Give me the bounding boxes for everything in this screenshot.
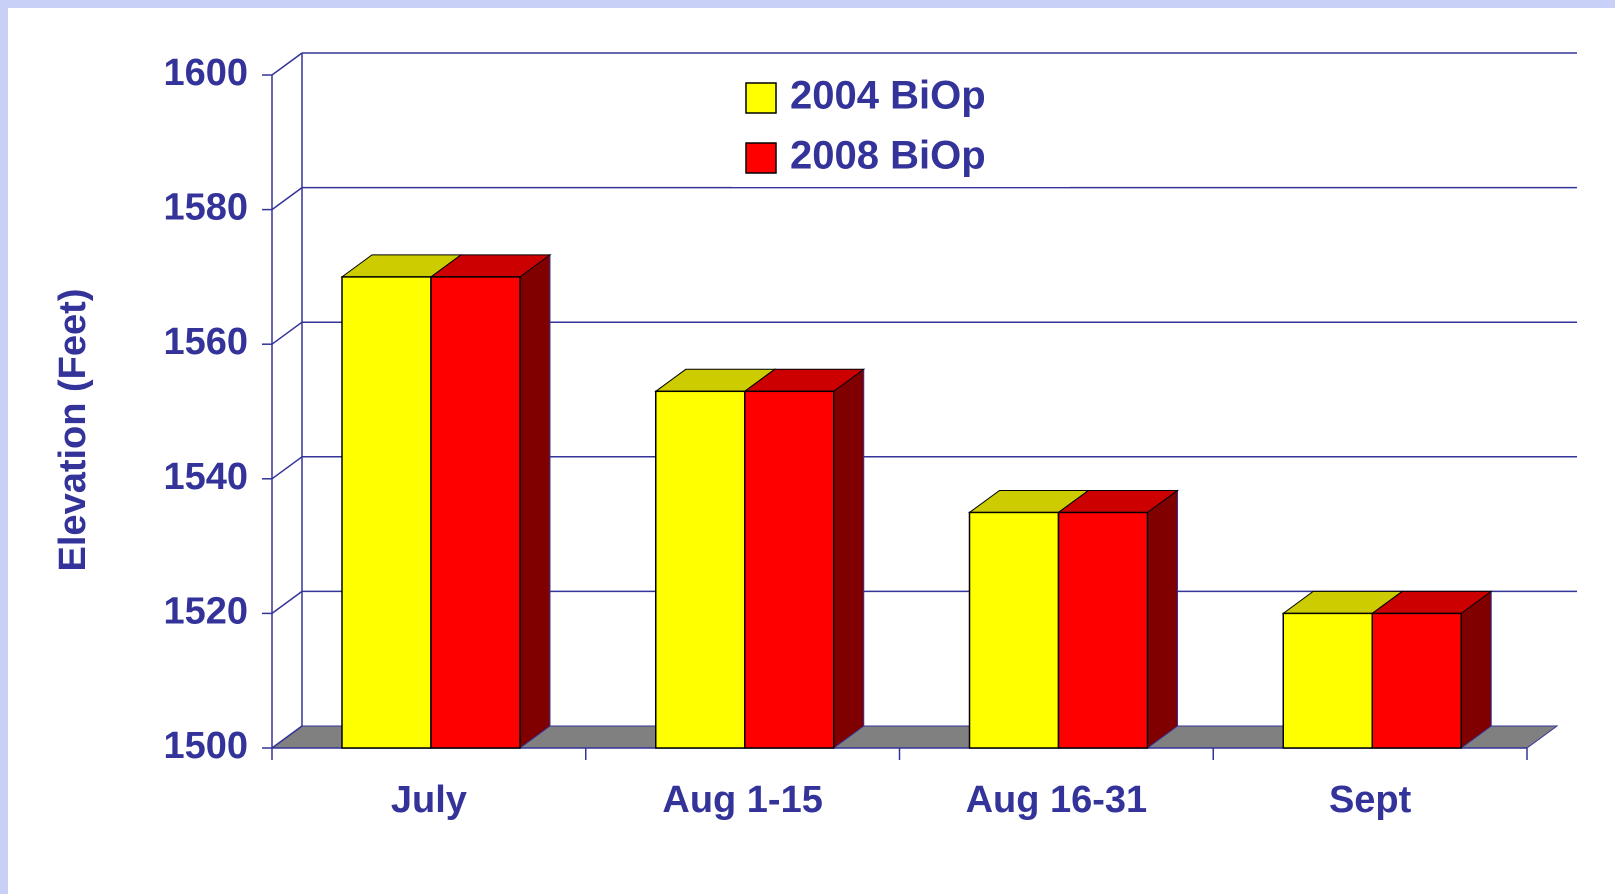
bar-side [1147,489,1178,749]
legend-label: 2008 BiOp [790,134,986,178]
y-tick-label: 1580 [163,187,248,229]
bar-side [1460,590,1492,749]
y-tick-label: 1520 [163,590,248,632]
y-tick-depth [271,590,303,615]
top-border [0,0,1615,8]
x-tick-label: Sept [1329,779,1412,821]
legend-label: 2004 BiOp [790,74,986,118]
bar [1282,612,1373,749]
x-tick-label: July [391,779,467,821]
y-tick-depth [271,321,303,345]
y-tick-label: 1560 [163,321,248,363]
bar [430,276,521,749]
legend-swatch [745,142,777,174]
bar [744,390,835,749]
bar-side [519,253,551,749]
x-tick-label: Aug 1-15 [662,779,822,821]
y-tick-depth [271,186,303,211]
x-tick-label: Aug 16-31 [966,779,1148,821]
bar [1371,612,1462,749]
legend-swatch [745,82,777,114]
legend-box [732,70,1070,187]
y-tick-label: 1500 [163,725,248,767]
y-tick-label: 1600 [163,52,248,94]
y-tick-depth [271,52,303,76]
left-border [0,0,8,894]
y-tick-label: 1540 [163,456,248,498]
y-axis-title: Elevation (Feet) [52,289,94,572]
bar [968,511,1060,749]
y-tick-depth [271,725,303,749]
bar-side [833,368,865,749]
y-tick-depth [271,456,303,480]
bar [655,390,746,749]
bar [1057,511,1149,749]
bar [341,276,432,749]
